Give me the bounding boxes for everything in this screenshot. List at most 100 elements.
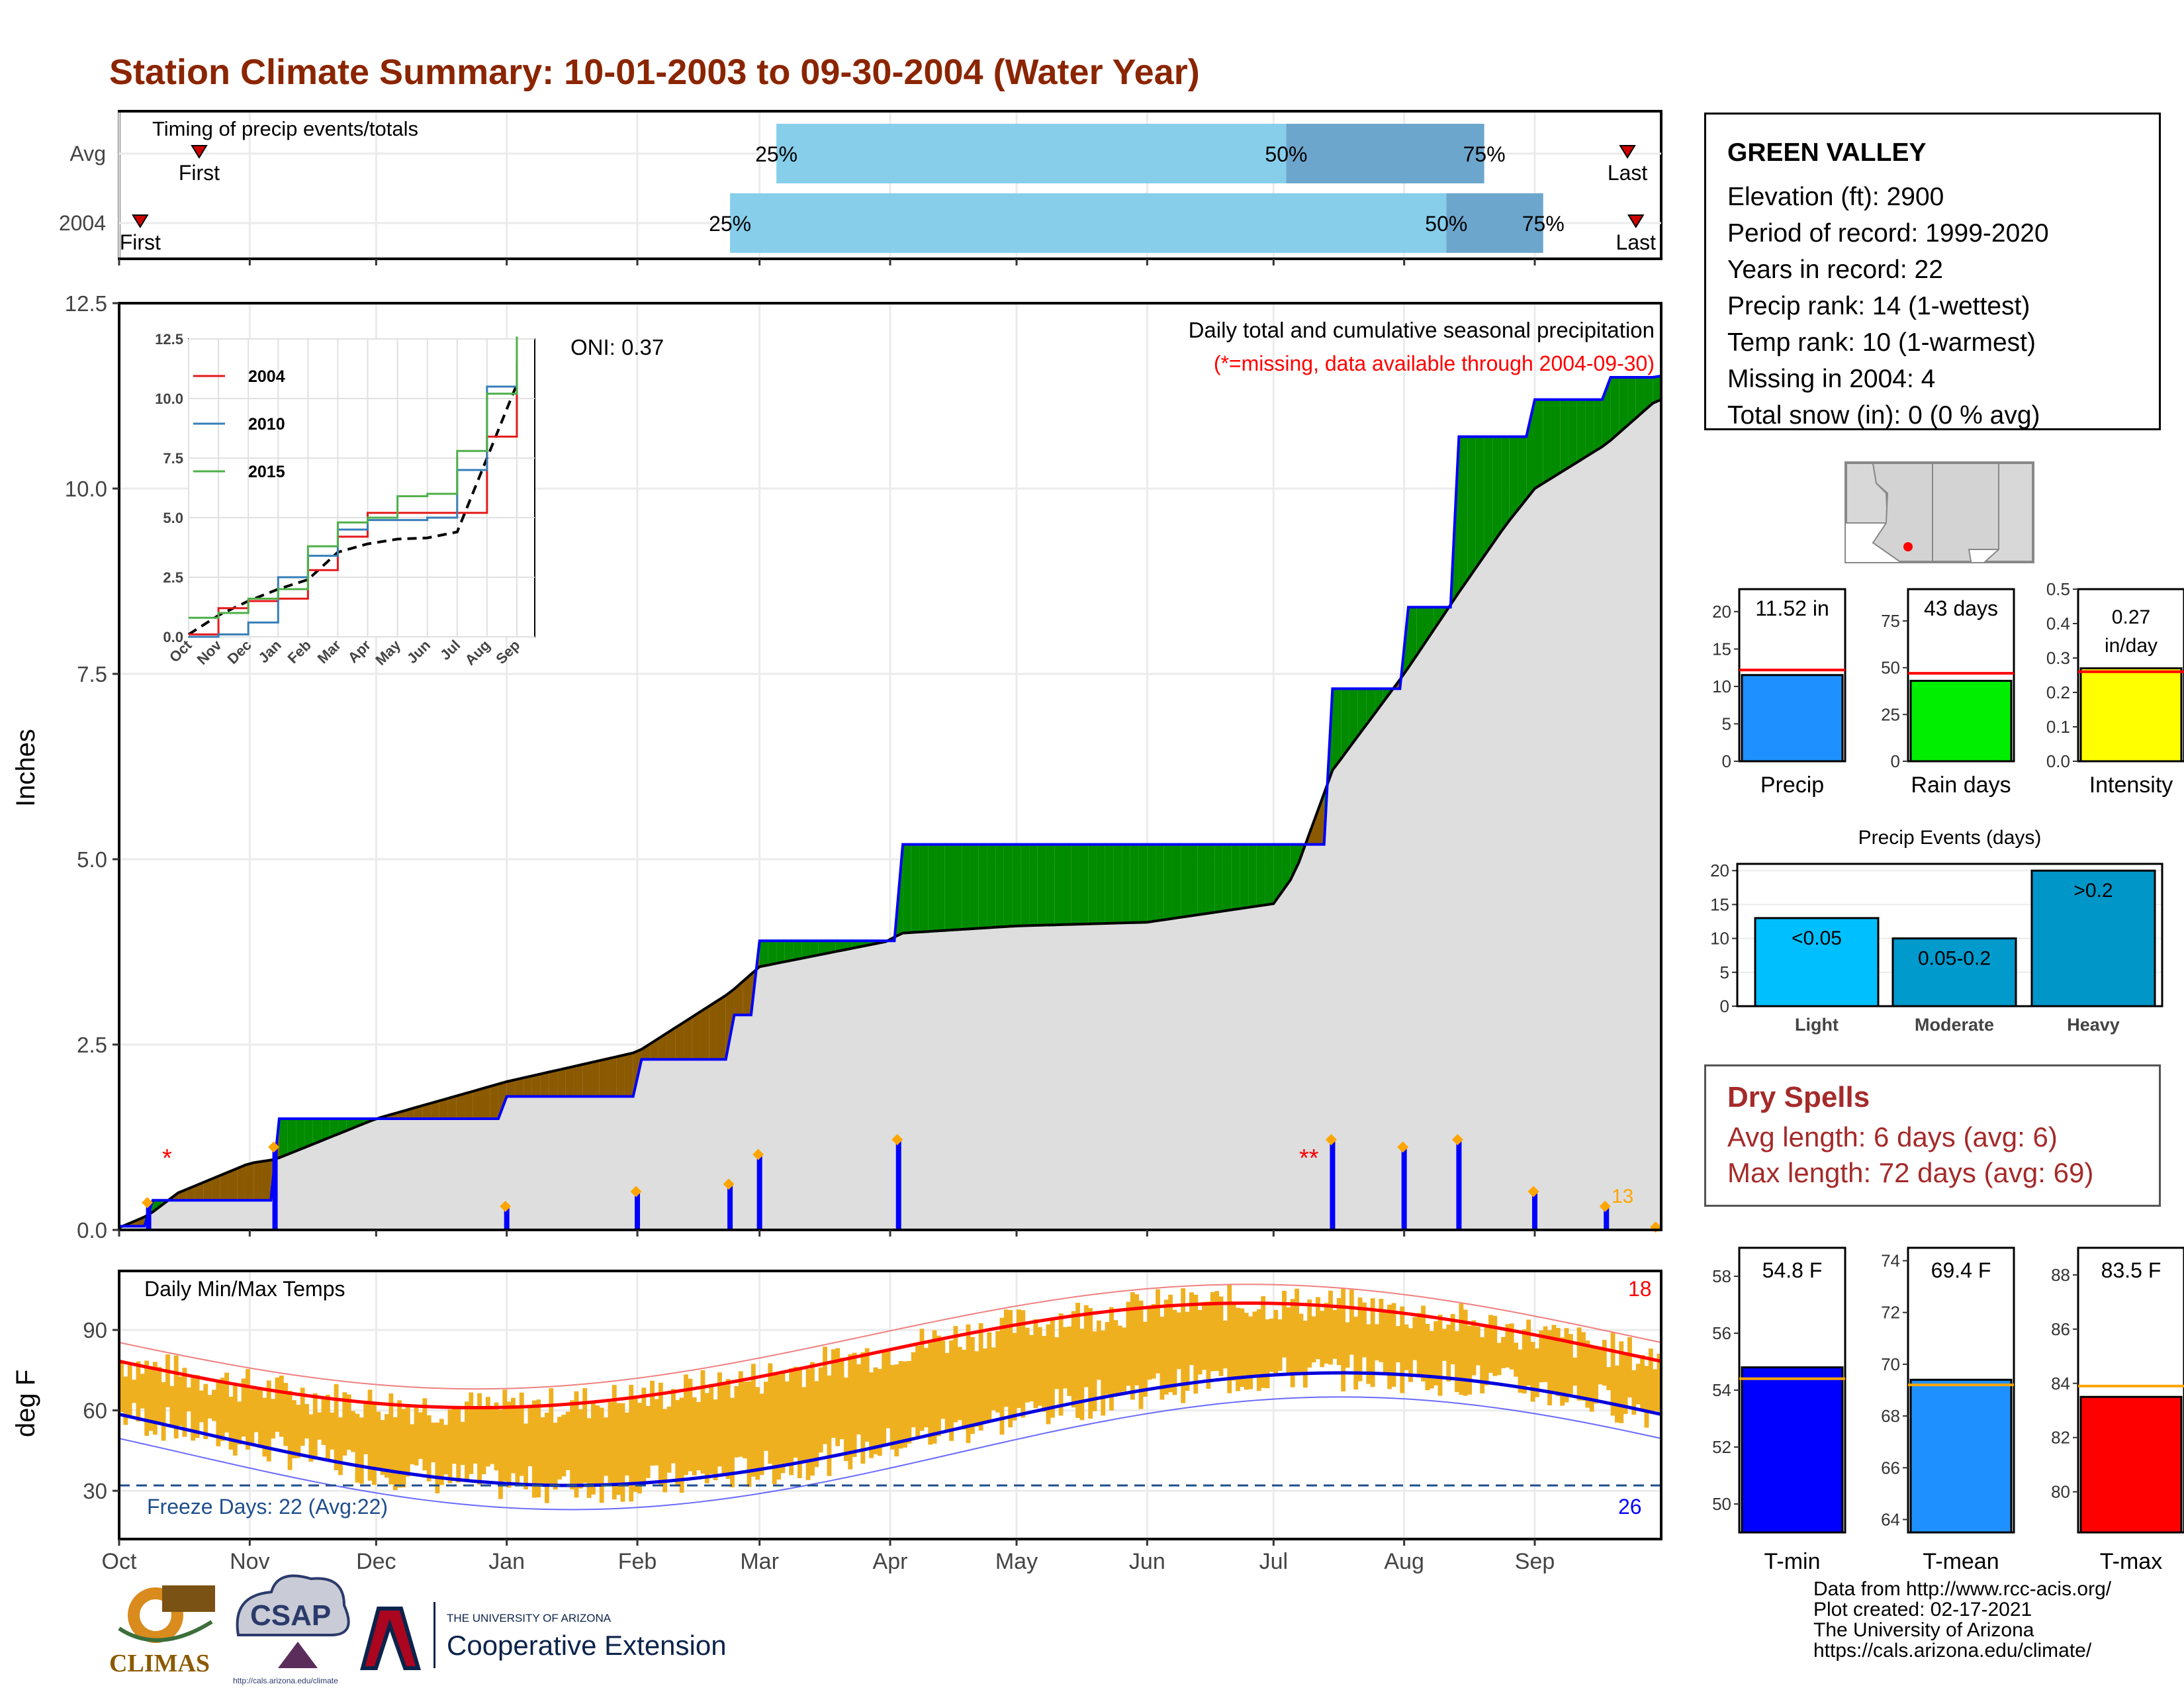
daily-temp-range-bar xyxy=(355,1413,360,1483)
daily-temp-range-bar xyxy=(915,1346,921,1438)
station-period: Period of record: 1999-2020 xyxy=(1727,219,2049,248)
above-average-band xyxy=(1273,844,1283,904)
above-average-band xyxy=(287,1119,296,1154)
daily-temp-range-bar xyxy=(287,1391,293,1470)
daily-temp-range-bar xyxy=(443,1425,449,1475)
station-elevation: Elevation (ft): 2900 xyxy=(1727,183,1944,211)
daily-temp-range-bar xyxy=(119,1361,124,1413)
above-average-band xyxy=(1156,844,1164,921)
daily-temp-range-bar xyxy=(1539,1330,1544,1383)
above-average-band xyxy=(1459,436,1468,592)
daily-temp-range-bar xyxy=(1248,1316,1253,1389)
inset-y-tick-label: 0.0 xyxy=(163,629,183,645)
daily-temp-range-bar xyxy=(1311,1316,1316,1363)
temp-high-count: 18 xyxy=(1628,1277,1652,1301)
below-average-band xyxy=(540,1072,549,1097)
university-of-arizona-logo: THE UNIVERSITY OF ARIZONA Cooperative Ex… xyxy=(360,1602,727,1670)
temp-y-tick-label: 72 xyxy=(1881,1303,1900,1323)
daily-temp-range-bar xyxy=(658,1382,663,1485)
daily-precip-bar xyxy=(1532,1193,1538,1230)
page-title: Station Climate Summary: 10-01-2003 to 0… xyxy=(109,52,1200,92)
temp-panel-title: Daily Min/Max Temps xyxy=(144,1277,345,1301)
daily-temp-range-bar xyxy=(1535,1348,1539,1397)
credit-line: Data from http://www.rcc-acis.org/ xyxy=(1813,1578,2112,1600)
credit-line: https://cals.arizona.edu/climate/ xyxy=(1813,1640,2092,1662)
daily-temp-range-bar xyxy=(810,1362,815,1476)
daily-temp-range-bar xyxy=(1016,1309,1021,1409)
inset-y-tick-label: 12.5 xyxy=(155,331,183,348)
daily-temp-range-bar xyxy=(279,1376,284,1437)
last-event-marker-label: Last xyxy=(1616,230,1657,254)
daily-temp-range-bar xyxy=(650,1380,655,1466)
daily-temp-range-bar xyxy=(1543,1326,1548,1382)
daily-temp-range-bar xyxy=(1657,1354,1662,1412)
summary-value-label: in/day xyxy=(2105,635,2158,657)
daily-temp-range-bar xyxy=(1437,1314,1443,1396)
daily-temp-range-bar xyxy=(228,1397,234,1450)
above-average-band xyxy=(1181,844,1189,917)
daily-temp-range-bar xyxy=(1286,1307,1291,1374)
above-average-band xyxy=(1248,844,1257,908)
daily-temp-range-bar xyxy=(1518,1349,1523,1393)
daily-temp-range-bar xyxy=(308,1414,314,1462)
above-average-band xyxy=(1172,844,1181,919)
record-low-line xyxy=(118,1396,1662,1511)
daily-precip-bar xyxy=(635,1193,641,1230)
below-average-band xyxy=(262,1160,271,1201)
daily-temp-range-bar xyxy=(1598,1348,1603,1385)
daily-temp-range-bar xyxy=(709,1383,714,1474)
daily-temp-range-bar xyxy=(1197,1310,1203,1375)
above-average-band xyxy=(944,844,954,931)
daily-temp-range-bar xyxy=(1176,1312,1181,1370)
below-average-band xyxy=(565,1066,574,1097)
missing-marker: ** xyxy=(1299,1145,1319,1172)
daily-temp-range-bar xyxy=(511,1397,516,1474)
inset-legend-label: 2015 xyxy=(248,463,285,481)
below-average-band xyxy=(481,1086,490,1119)
daily-temp-range-bar xyxy=(477,1393,482,1485)
events-bar-label: 0.05-0.2 xyxy=(1918,948,1991,970)
above-average-band xyxy=(1037,844,1046,925)
daily-temp-range-bar xyxy=(1581,1332,1586,1401)
below-average-band xyxy=(692,1011,701,1060)
daily-temp-range-bar xyxy=(1113,1320,1118,1397)
daily-temp-range-bar xyxy=(1509,1323,1514,1370)
daily-temp-range-bar xyxy=(1471,1320,1477,1376)
daily-temp-range-bar xyxy=(1134,1294,1140,1385)
below-average-band xyxy=(228,1168,238,1201)
daily-temp-range-bar xyxy=(321,1399,326,1445)
daily-temp-range-bar xyxy=(199,1390,204,1423)
summary-value-label: 0.27 xyxy=(2112,606,2150,628)
daily-temp-range-bar xyxy=(1526,1319,1531,1386)
above-average-band xyxy=(911,844,920,933)
daily-temp-range-bar xyxy=(1412,1317,1418,1360)
quartile-bar-low xyxy=(776,124,1287,183)
daily-temp-range-bar xyxy=(1122,1327,1127,1391)
location-map xyxy=(1844,461,2034,563)
daily-temp-range-bar xyxy=(1585,1340,1590,1408)
daily-temp-range-bar xyxy=(1105,1322,1110,1395)
y-tick-label: 2.5 xyxy=(77,1033,107,1057)
daily-temp-range-bar xyxy=(363,1401,369,1454)
daily-temp-range-bar xyxy=(591,1403,596,1495)
daily-temp-range-bar xyxy=(565,1411,570,1470)
daily-temp-range-bar xyxy=(1560,1337,1565,1406)
daily-temp-range-bar xyxy=(747,1381,752,1487)
daily-temp-range-bar xyxy=(1648,1348,1653,1412)
credits: Data from http://www.rcc-acis.org/ Plot … xyxy=(1813,1579,2111,1661)
above-average-band xyxy=(1189,844,1198,916)
above-average-band xyxy=(1357,688,1367,737)
y-tick-label: 5.0 xyxy=(77,847,107,872)
precip-corner-count: 13 xyxy=(1612,1186,1633,1207)
daily-temp-range-bar xyxy=(275,1377,280,1432)
daily-temp-range-bar xyxy=(835,1348,841,1446)
temp-y-tick-label: 52 xyxy=(1712,1437,1731,1457)
daily-temp-range-bar xyxy=(1054,1337,1060,1389)
daily-temp-range-bar xyxy=(734,1385,739,1458)
above-average-band xyxy=(1206,844,1215,914)
daily-temp-range-bar xyxy=(1156,1289,1160,1374)
daily-temp-range-bar xyxy=(966,1324,971,1443)
daily-temp-range-bar xyxy=(1366,1324,1371,1384)
daily-temp-range-bar xyxy=(1295,1288,1300,1373)
daily-temp-range-bar xyxy=(599,1407,604,1503)
